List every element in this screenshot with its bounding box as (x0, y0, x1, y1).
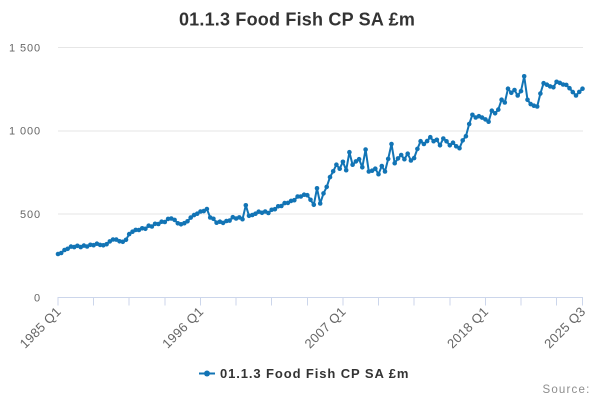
svg-text:01.1.3 Food Fish CP SA £m: 01.1.3 Food Fish CP SA £m (220, 366, 409, 381)
svg-text:Source:: Source: (542, 384, 590, 396)
svg-text:1 000: 1 000 (9, 126, 41, 138)
svg-text:0: 0 (34, 292, 41, 304)
svg-text:01.1.3 Food Fish CP SA £m: 01.1.3 Food Fish CP SA £m (179, 10, 415, 30)
svg-text:500: 500 (20, 209, 41, 221)
svg-text:1 500: 1 500 (9, 42, 41, 54)
